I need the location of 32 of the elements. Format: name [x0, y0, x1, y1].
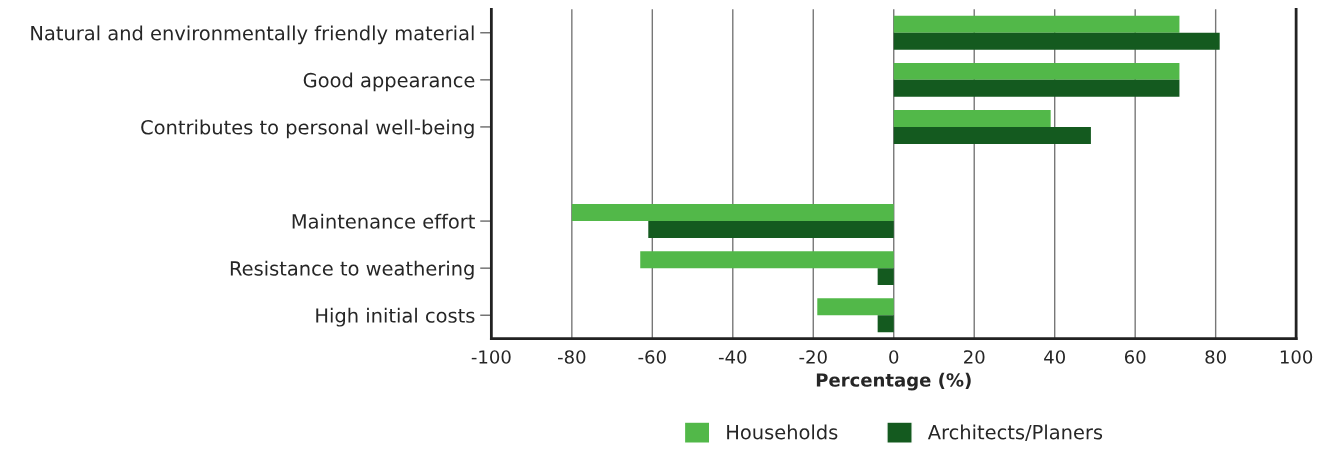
x-tick-label: -100: [471, 350, 511, 364]
y-tick-label: Contributes to personal well-being: [141, 119, 474, 139]
x-tick-label: -20: [799, 350, 827, 364]
legend-label: Architects/Planers: [927, 424, 1103, 442]
bar: [893, 126, 1091, 144]
x-tick-label: 40: [1044, 350, 1065, 364]
bar: [877, 315, 894, 333]
x-tick-label: -60: [638, 350, 666, 364]
x-axis-title: Percentage (%): [816, 372, 971, 391]
bar: [648, 221, 894, 239]
x-tick-label: 100: [1280, 350, 1313, 364]
bar: [893, 32, 1220, 50]
y-tick-label: Resistance to weathering: [230, 260, 474, 280]
bar: [640, 251, 894, 269]
y-tick-label: Maintenance effort: [292, 213, 475, 229]
x-tick-label: -80: [557, 350, 586, 364]
bar: [893, 15, 1180, 33]
y-tick-label: Good appearance: [303, 72, 475, 92]
y-tick-label: Natural and environmentally friendly material: [31, 25, 474, 45]
x-tick-label: -40: [718, 350, 747, 364]
x-tick-label: 20: [964, 350, 985, 364]
bar: [893, 62, 1180, 80]
bar: [893, 79, 1180, 97]
legend-label: Households: [727, 424, 838, 440]
x-tick-label: 60: [1124, 350, 1146, 364]
bar: [877, 268, 894, 286]
y-tick-label: High initial costs: [316, 307, 475, 327]
x-tick-label: 80: [1205, 350, 1226, 364]
bar: [571, 204, 894, 222]
bar: [817, 298, 894, 316]
bar: [893, 109, 1051, 127]
x-tick-label: 0: [889, 350, 899, 364]
